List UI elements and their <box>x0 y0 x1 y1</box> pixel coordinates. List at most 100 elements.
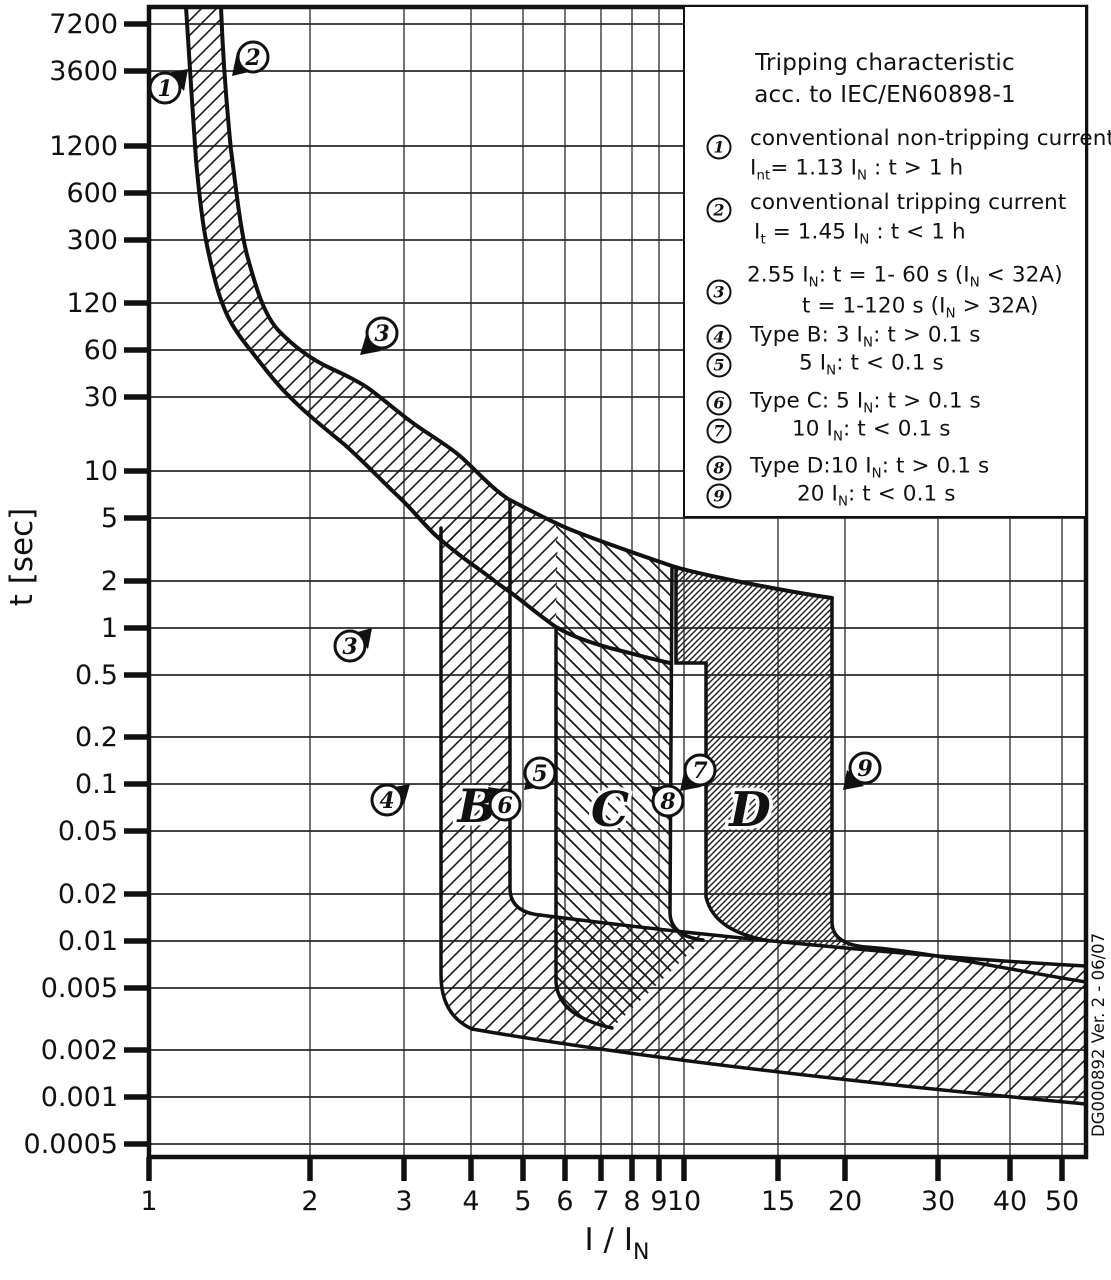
tick-label-y-0.0005: 0.0005 <box>24 1129 118 1160</box>
x-axis-ticks <box>146 1157 1065 1181</box>
marker-number: 9 <box>857 756 872 782</box>
tick-label-y-300: 300 <box>66 225 118 256</box>
marker-7: 7 <box>680 753 717 791</box>
legend-item-circle-4: 4 <box>706 324 732 350</box>
legend-item-circle-1: 1 <box>706 134 732 160</box>
legend-item-2-line-1: conventional tripping current <box>750 190 1067 215</box>
legend-item-circle-3: 3 <box>706 279 732 305</box>
type-c-band-region <box>556 524 703 1028</box>
marker-circle <box>683 753 717 787</box>
marker-2: 2 <box>232 40 270 76</box>
tick-label-y-120: 120 <box>66 288 118 319</box>
type-d-band-region <box>676 567 866 947</box>
thermal-band-region <box>186 7 558 627</box>
marker-9: 9 <box>843 751 882 790</box>
tick-label-y-0.5: 0.5 <box>75 660 118 691</box>
tick-label-y-5: 5 <box>101 503 118 534</box>
tick-label-y-3600: 3600 <box>49 56 118 87</box>
tick-label-y-600: 600 <box>66 178 118 209</box>
marker-circle <box>236 40 270 74</box>
legend-item-8-line-1: Type D:10 IN: t > 0.1 s <box>750 453 990 482</box>
tick-label-y-0.005: 0.005 <box>41 973 118 1004</box>
legend-title-line2: acc. to IEC/EN60898-1 <box>754 82 1016 108</box>
marker-3-3: 3 <box>333 628 372 663</box>
marker-number: 1 <box>157 76 172 102</box>
tick-label-x-10: 10 <box>667 1186 701 1217</box>
marker-number: 3 <box>374 321 389 347</box>
tail-lower-boundary <box>470 1027 1088 1106</box>
tick-label-x-2: 2 <box>301 1186 318 1217</box>
tail-upper-boundary <box>538 913 1088 968</box>
marker-circle <box>523 756 557 790</box>
marker-number: 6 <box>497 793 512 819</box>
marker-1: 1 <box>148 69 188 105</box>
marker-3-2: 3 <box>360 316 399 355</box>
marker-circle <box>651 784 685 818</box>
tick-label-y-0.01: 0.01 <box>58 926 118 957</box>
tick-label-y-7200: 7200 <box>49 9 118 40</box>
tick-label-x-4: 4 <box>462 1186 479 1217</box>
marker-number: 7 <box>692 758 708 784</box>
legend-item-circle-7: 7 <box>706 418 732 444</box>
legend-item-1-line-1: conventional non-tripping current <box>750 126 1111 151</box>
y-axis-tick-labels: 7200 3600 1200 600 300 120 60 30 10 5 2 1 0.5 0.2 0.1 0… <box>24 9 118 1160</box>
legend-title-line1: Tripping characteristic <box>755 50 1015 76</box>
marker-8: 8 <box>651 784 685 818</box>
marker-6: 6 <box>488 787 522 822</box>
tick-label-y-0.002: 0.002 <box>41 1035 118 1066</box>
tick-label-y-10: 10 <box>84 456 118 487</box>
tick-label-x-30: 30 <box>921 1186 955 1217</box>
tick-label-y-0.2: 0.2 <box>75 722 118 753</box>
marker-circle <box>370 783 404 817</box>
tick-label-y-0.05: 0.05 <box>58 816 118 847</box>
marker-number: 2 <box>244 45 260 71</box>
marker-flag-icon <box>843 770 864 790</box>
tick-label-x-15: 15 <box>761 1186 795 1217</box>
marker-number: 5 <box>532 761 547 787</box>
legend-item-6-line-1: Type C: 5 IN: t > 0.1 s <box>750 388 981 417</box>
tick-label-x-20: 20 <box>828 1186 862 1217</box>
tick-label-y-2: 2 <box>101 566 118 597</box>
legend-item-circle-5: 5 <box>706 352 732 378</box>
band-b-right-edge <box>508 498 542 917</box>
legend-item-4-line-1: Type B: 3 IN: t > 0.1 s <box>750 322 981 351</box>
tick-label-y-1: 1 <box>101 613 118 644</box>
legend-item-circle-8: 8 <box>706 455 732 481</box>
legend-item-5-line-1: 5 IN: t < 0.1 s <box>799 350 944 379</box>
legend-item-circle-9: 9 <box>706 483 732 509</box>
tick-label-y-0.02: 0.02 <box>58 879 118 910</box>
legend-item-3-line-2: t = 1-120 s (IN > 32A) <box>802 293 1039 322</box>
marker-4: 4 <box>370 783 410 817</box>
curve-1-non-tripping <box>184 5 672 665</box>
legend-item-2-line-2: It = 1.45 IN : t < 1 h <box>754 219 966 248</box>
band-c-left-edge <box>554 625 614 1030</box>
chart-bands <box>186 7 1086 1104</box>
y-axis-ticks <box>124 21 151 1147</box>
legend-box: Tripping characteristic acc. to IEC/EN60… <box>683 7 1111 518</box>
tick-label-x-50: 50 <box>1045 1186 1079 1217</box>
marker-number: 3 <box>342 634 357 660</box>
x-axis-title: I / IN <box>585 1222 650 1265</box>
legend-item-circle-2: 2 <box>706 197 732 223</box>
marker-circle <box>488 788 522 822</box>
legend-item-1-line-2: Int= 1.13 IN : t > 1 h <box>750 155 964 184</box>
marker-5: 5 <box>523 756 557 790</box>
band-c-letter: C <box>591 782 629 838</box>
band-c-right-edge <box>668 564 705 942</box>
boundary-curves <box>184 5 1088 1106</box>
band-letters: B C D <box>452 776 775 842</box>
marker-circle <box>365 316 399 350</box>
tick-label-x-9: 9 <box>650 1186 667 1217</box>
band-d-right-edge <box>830 596 1088 984</box>
tick-label-x-3: 3 <box>395 1186 412 1217</box>
legend-title: Tripping characteristic acc. to IEC/EN60… <box>685 47 1085 111</box>
tick-label-x-5: 5 <box>514 1186 531 1217</box>
tick-label-y-0.001: 0.001 <box>41 1082 118 1113</box>
tick-label-x-6: 6 <box>556 1186 573 1217</box>
watermark-version-text: DG000892 Ver. 2 - 06/07 <box>1089 933 1108 1137</box>
legend-item-9-line-1: 20 IN: t < 0.1 s <box>797 481 956 510</box>
tick-label-x-1: 1 <box>140 1186 157 1217</box>
band-d-letter: D <box>727 782 771 838</box>
